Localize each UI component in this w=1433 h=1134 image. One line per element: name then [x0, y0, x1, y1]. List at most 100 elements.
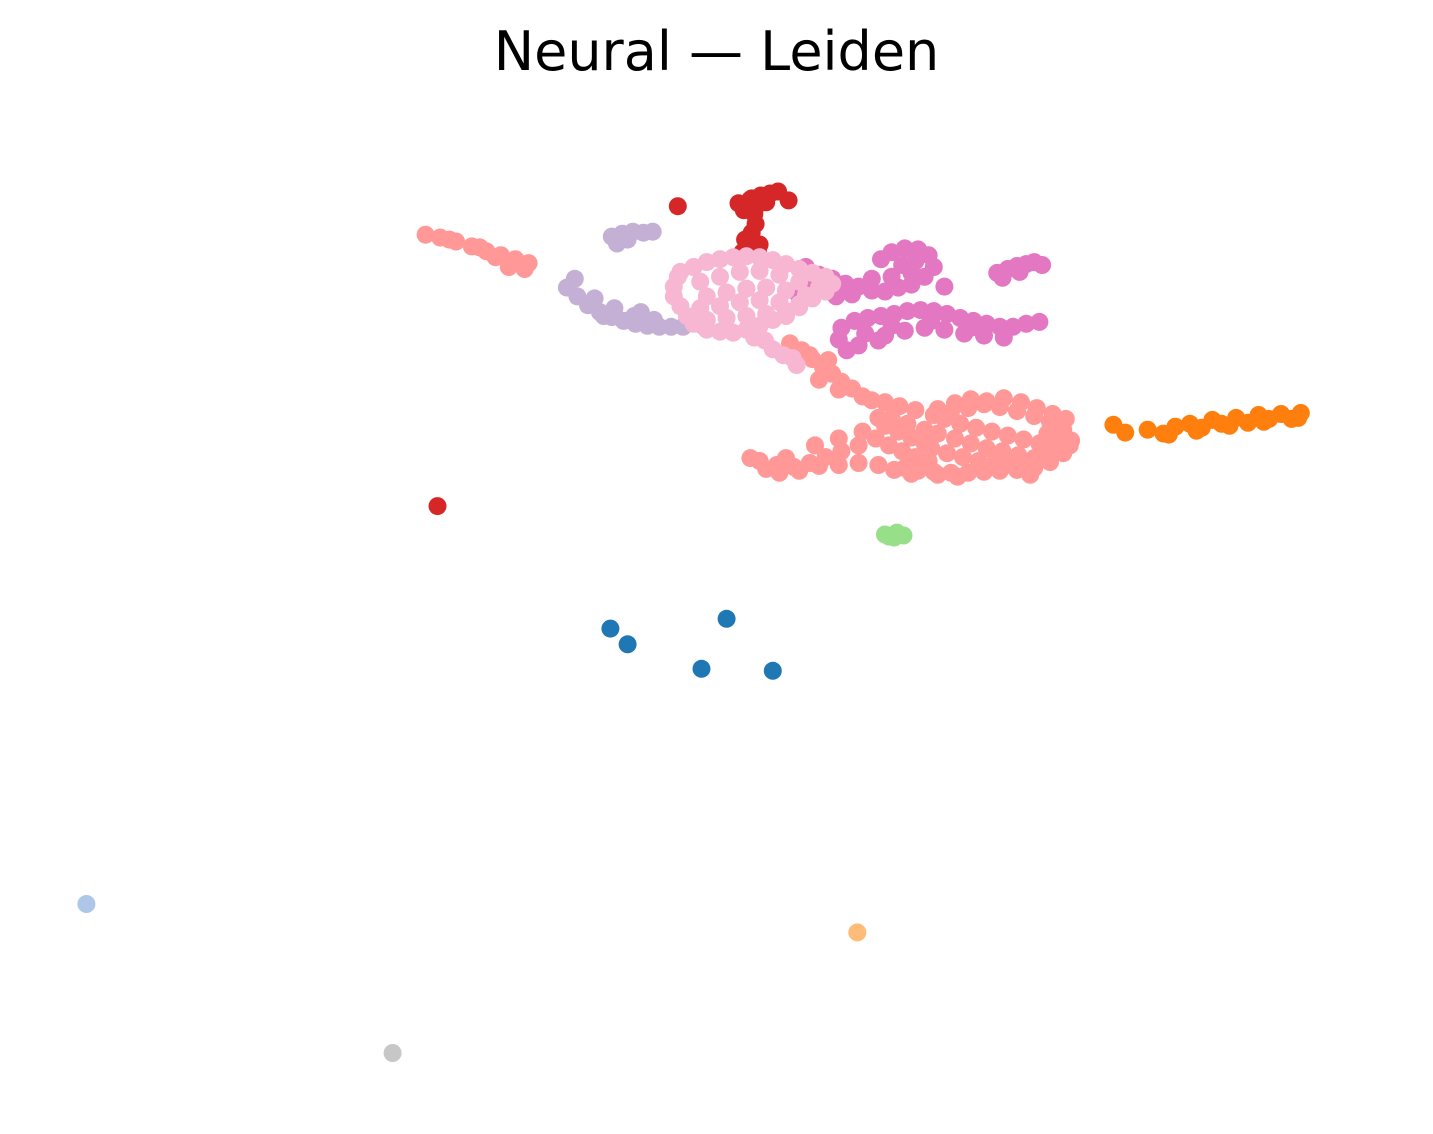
data-point — [946, 429, 964, 448]
data-point — [486, 248, 505, 267]
data-point — [770, 463, 789, 482]
data-point — [1010, 262, 1029, 281]
data-point — [969, 452, 988, 470]
data-point — [757, 193, 776, 212]
data-point — [515, 260, 534, 278]
data-point — [737, 307, 756, 325]
data-point — [643, 222, 662, 241]
data-point — [1021, 465, 1040, 484]
data-point — [770, 265, 789, 284]
data-point — [961, 390, 980, 409]
data-point — [711, 322, 729, 341]
data-point — [866, 429, 885, 448]
data-point — [810, 456, 828, 475]
data-point — [428, 497, 447, 516]
data-point — [869, 408, 888, 427]
data-point — [882, 408, 901, 427]
data-point — [858, 309, 877, 327]
data-point — [711, 267, 729, 286]
data-point — [790, 461, 809, 480]
data-point — [790, 298, 809, 317]
data-point — [1159, 425, 1178, 444]
data-point — [898, 302, 917, 321]
data-point — [737, 279, 756, 298]
data-point — [691, 272, 710, 291]
data-point — [1012, 393, 1030, 412]
data-point — [757, 305, 776, 323]
data-point — [906, 401, 925, 420]
data-point — [1116, 423, 1135, 442]
data-point — [919, 452, 938, 470]
data-point — [1289, 408, 1308, 427]
data-point — [601, 619, 620, 638]
data-point — [1001, 456, 1020, 474]
data-point — [806, 436, 824, 455]
data-point — [608, 234, 626, 253]
data-point — [832, 318, 851, 337]
data-point — [790, 272, 809, 291]
data-point — [848, 923, 867, 942]
data-point — [928, 400, 947, 419]
data-point — [416, 225, 435, 244]
data-point — [800, 346, 819, 365]
data-point — [1254, 412, 1273, 431]
data-point — [993, 268, 1012, 287]
data-point — [750, 261, 769, 280]
chart-title: Neural — Leiden — [493, 20, 940, 83]
data-point — [961, 434, 980, 453]
data-point — [849, 454, 868, 472]
data-point — [1038, 424, 1057, 443]
data-point — [618, 635, 637, 654]
data-point — [777, 449, 795, 468]
data-point — [849, 336, 868, 355]
data-point — [1033, 256, 1052, 274]
data-point — [843, 285, 861, 304]
data-point — [77, 895, 96, 913]
data-point — [470, 238, 489, 257]
data-point — [770, 293, 789, 312]
series-7 — [557, 222, 712, 336]
data-point — [882, 316, 901, 335]
data-point — [961, 318, 980, 337]
data-point — [872, 250, 890, 269]
data-point — [829, 456, 848, 474]
data-point — [998, 426, 1017, 445]
data-point — [779, 191, 798, 210]
data-point — [1138, 420, 1157, 439]
series-1 — [77, 895, 96, 913]
data-point — [763, 661, 782, 680]
data-point — [810, 370, 828, 389]
data-point — [849, 436, 868, 455]
data-point — [928, 465, 947, 484]
data-point — [935, 320, 954, 339]
data-point — [829, 429, 848, 448]
data-point — [499, 258, 518, 276]
data-point — [717, 309, 736, 327]
data-point — [724, 248, 743, 267]
series-3 — [848, 923, 867, 942]
data-point — [741, 449, 760, 468]
data-point — [977, 392, 996, 411]
data-point — [1030, 312, 1049, 331]
data-point — [1187, 421, 1206, 440]
data-point — [668, 267, 687, 286]
data-point — [1017, 314, 1036, 333]
data-point — [935, 277, 954, 296]
data-point — [853, 422, 872, 441]
data-point — [862, 391, 881, 410]
data-point — [1034, 444, 1053, 463]
data-point — [967, 418, 986, 437]
data-point — [730, 262, 749, 281]
data-point — [922, 311, 941, 330]
data-point — [880, 527, 898, 546]
data-point — [885, 460, 904, 479]
data-point — [869, 331, 888, 350]
data-point — [692, 659, 711, 678]
data-point — [631, 303, 650, 322]
series-6 — [416, 225, 1081, 486]
data-point — [975, 326, 993, 345]
data-point — [594, 307, 613, 325]
data-point — [440, 230, 459, 249]
data-point — [1220, 416, 1239, 435]
